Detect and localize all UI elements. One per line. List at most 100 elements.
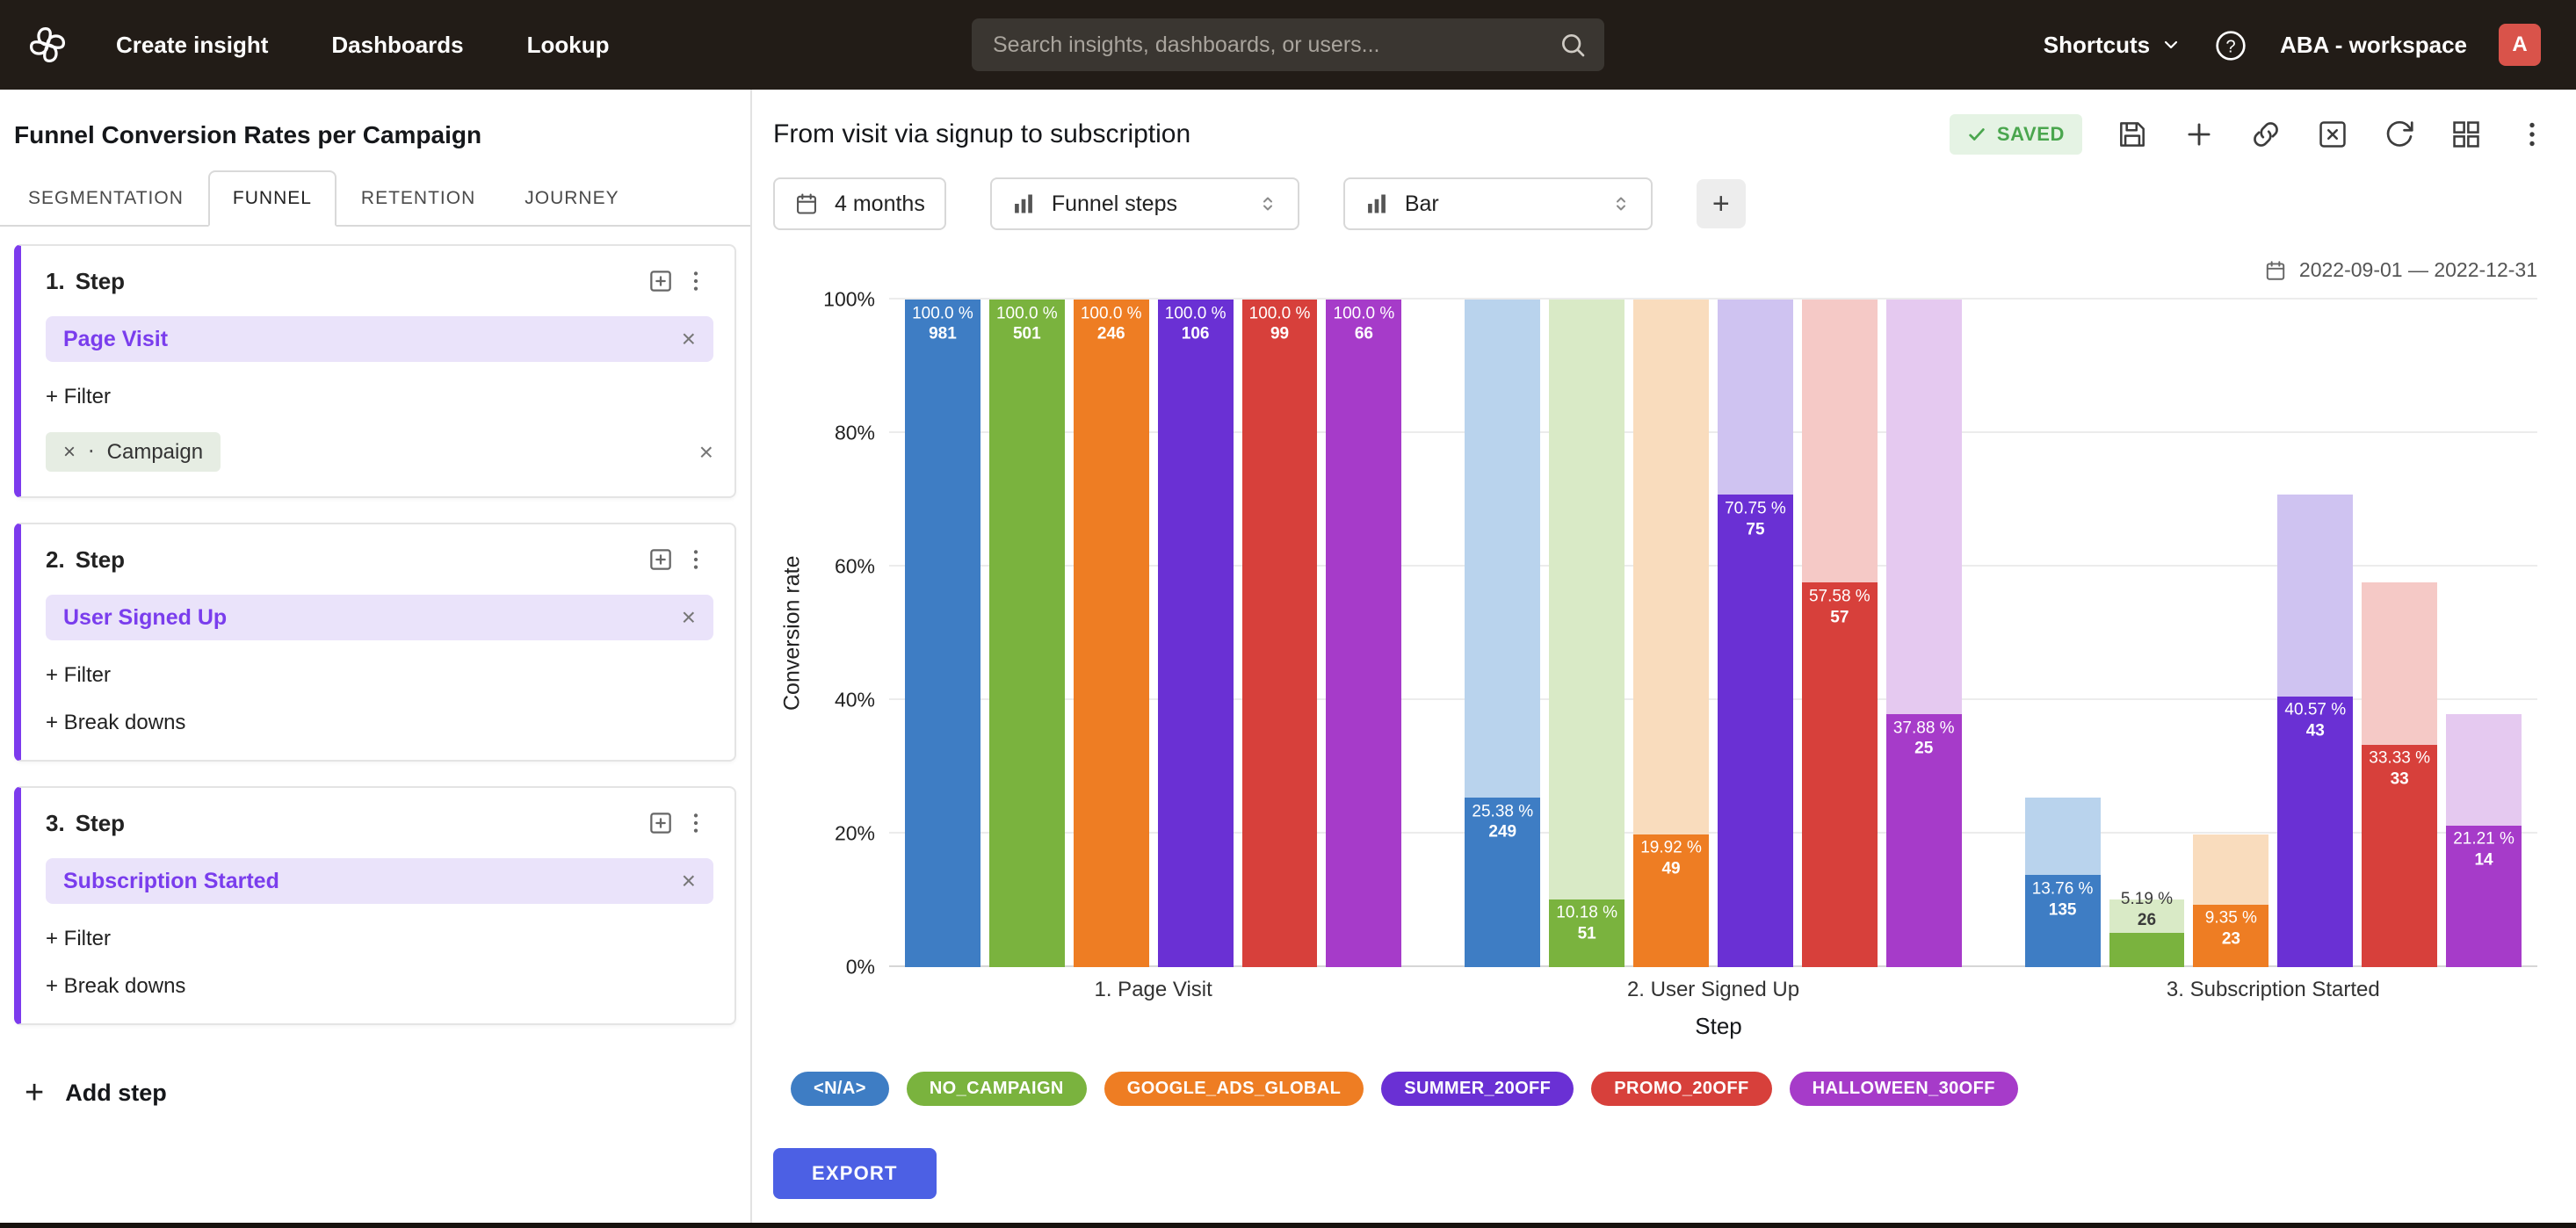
- add-breakdowns-link[interactable]: + Break downs: [46, 711, 186, 734]
- legend-pill[interactable]: SUMMER_20OFF: [1381, 1072, 1574, 1106]
- add-filter-link[interactable]: + Filter: [46, 927, 112, 950]
- main-content: From visit via signup to subscription SA…: [752, 90, 2576, 1223]
- global-search[interactable]: [972, 18, 1604, 71]
- gridline: [889, 965, 2537, 967]
- funnel-bar[interactable]: [2193, 904, 2269, 967]
- tab-funnel[interactable]: FUNNEL: [207, 170, 336, 227]
- tab-retention[interactable]: RETENTION: [360, 188, 476, 208]
- gridline: [889, 698, 2537, 700]
- add-control-button[interactable]: +: [1696, 179, 1746, 228]
- tab-segmentation[interactable]: SEGMENTATION: [28, 188, 184, 208]
- bar-group: 100.0 % 981 100.0 % 501 100.0 % 246 100.0 % 106…: [905, 300, 1402, 967]
- add-event-button[interactable]: [643, 542, 678, 577]
- save-button[interactable]: [2116, 118, 2149, 151]
- funnel-bar[interactable]: [1801, 582, 1878, 967]
- gridline: [889, 565, 2537, 567]
- legend-pill[interactable]: PROMO_20OFF: [1591, 1072, 1772, 1106]
- bar-slot: 100.0 % 106: [1157, 300, 1234, 967]
- event-name: User Signed Up: [63, 604, 228, 630]
- remove-event-icon[interactable]: ×: [681, 867, 696, 894]
- tab-journey[interactable]: JOURNEY: [525, 188, 619, 208]
- step-more-button[interactable]: [678, 264, 713, 299]
- remove-event-icon[interactable]: ×: [681, 603, 696, 631]
- nav-lookup[interactable]: Lookup: [526, 31, 610, 58]
- add-step-label: Add step: [65, 1080, 167, 1106]
- legend-pill[interactable]: GOOGLE_ADS_GLOBAL: [1103, 1072, 1364, 1106]
- event-select[interactable]: User Signed Up ×: [46, 595, 713, 640]
- legend-pill[interactable]: HALLOWEEN_30OFF: [1789, 1072, 2018, 1106]
- event-select[interactable]: Page Visit ×: [46, 316, 713, 362]
- delete-button[interactable]: [2316, 118, 2349, 151]
- funnel-bar[interactable]: [905, 300, 980, 967]
- user-avatar[interactable]: A: [2499, 24, 2541, 66]
- insight-type-tabs: SEGMENTATION FUNNEL RETENTION JOURNEY: [0, 170, 750, 227]
- refresh-button[interactable]: [2383, 118, 2416, 151]
- bar-slot: 21.21 % 14: [2446, 300, 2522, 967]
- bar-slot: 40.57 % 43: [2277, 300, 2354, 967]
- nav-create-insight[interactable]: Create insight: [116, 31, 269, 58]
- shortcuts-menu[interactable]: Shortcuts: [2044, 32, 2182, 59]
- bar-chart-icon: [1364, 191, 1389, 216]
- add-event-button[interactable]: [643, 264, 678, 299]
- saved-label: SAVED: [1996, 123, 2065, 145]
- bar-slot: 13.76 % 135: [2024, 300, 2101, 967]
- step-card-1: 1. Step Page Visit × + Fil: [14, 244, 736, 498]
- add-event-button[interactable]: [643, 805, 678, 841]
- save-icon: [2116, 118, 2149, 151]
- search-input[interactable]: [989, 30, 1559, 60]
- workspace-selector[interactable]: ABA - workspace: [2280, 31, 2467, 58]
- funnel-bar[interactable]: [1718, 495, 1793, 967]
- event-select[interactable]: Subscription Started ×: [46, 858, 713, 904]
- funnel-bar[interactable]: [1073, 300, 1149, 967]
- step-more-button[interactable]: [678, 805, 713, 841]
- funnel-bar[interactable]: [2109, 932, 2185, 967]
- dashboard-grid-icon: [2449, 118, 2483, 151]
- funnel-bar[interactable]: [988, 300, 1065, 967]
- bar-chart-icon: [1011, 191, 1036, 216]
- bar-slot: 100.0 % 66: [1326, 300, 1402, 967]
- add-button[interactable]: [2182, 118, 2216, 151]
- chart-legend: <N/A> NO_CAMPAIGN GOOGLE_ADS_GLOBAL SUMMER_…: [791, 1072, 2548, 1106]
- funnel-bar[interactable]: [2277, 696, 2354, 967]
- add-filter-link[interactable]: + Filter: [46, 385, 112, 408]
- breakdown-chip[interactable]: × ⋅ Campaign: [46, 432, 221, 472]
- funnel-bar[interactable]: [1157, 300, 1234, 967]
- chart-type-select[interactable]: Bar: [1342, 177, 1653, 230]
- remove-breakdown-icon[interactable]: ×: [63, 439, 76, 464]
- funnel-bar[interactable]: [1326, 300, 1402, 967]
- nav-dashboards[interactable]: Dashboards: [331, 31, 464, 58]
- app-logo[interactable]: [18, 15, 77, 75]
- time-range-button[interactable]: 4 months: [773, 177, 946, 230]
- funnel-bar[interactable]: [1465, 798, 1541, 967]
- y-axis-ticks: 0% 20% 40% 60% 80% 100%: [812, 288, 889, 979]
- bar-slot: 19.92 % 49: [1633, 300, 1709, 967]
- kebab-icon: [2516, 119, 2548, 150]
- group-by-select[interactable]: Funnel steps: [989, 177, 1299, 230]
- funnel-bar[interactable]: [1549, 899, 1625, 967]
- funnel-bar[interactable]: [1633, 834, 1709, 967]
- y-axis-title: Conversion rate: [779, 555, 805, 712]
- funnel-bar[interactable]: [2446, 825, 2522, 967]
- funnel-bar[interactable]: [2362, 744, 2438, 967]
- funnel-bar[interactable]: [1241, 300, 1318, 967]
- export-button[interactable]: EXPORT: [773, 1148, 937, 1199]
- add-step-button[interactable]: + Add step: [0, 1050, 750, 1137]
- funnel-bar[interactable]: [2024, 875, 2101, 967]
- more-button[interactable]: [2516, 119, 2548, 150]
- copy-link-button[interactable]: [2249, 118, 2283, 151]
- step-more-button[interactable]: [678, 542, 713, 577]
- group-by-value: Funnel steps: [1051, 191, 1177, 216]
- add-to-dashboard-button[interactable]: [2449, 118, 2483, 151]
- select-stepper-icon: [1257, 191, 1278, 216]
- add-breakdowns-link[interactable]: + Break downs: [46, 974, 186, 998]
- remove-event-icon[interactable]: ×: [681, 325, 696, 352]
- clear-breakdown-icon[interactable]: ×: [698, 437, 713, 466]
- legend-pill[interactable]: <N/A>: [791, 1072, 889, 1106]
- help-button[interactable]: ?: [2213, 27, 2248, 62]
- add-filter-link[interactable]: + Filter: [46, 663, 112, 687]
- legend-pill[interactable]: NO_CAMPAIGN: [906, 1072, 1087, 1106]
- step-card-3: 3. Step Subscription Started ×: [14, 786, 736, 1025]
- primary-nav: Create insight Dashboards Lookup: [116, 32, 610, 59]
- chip-separator: ⋅: [88, 440, 95, 464]
- funnel-bar[interactable]: [1885, 714, 1962, 967]
